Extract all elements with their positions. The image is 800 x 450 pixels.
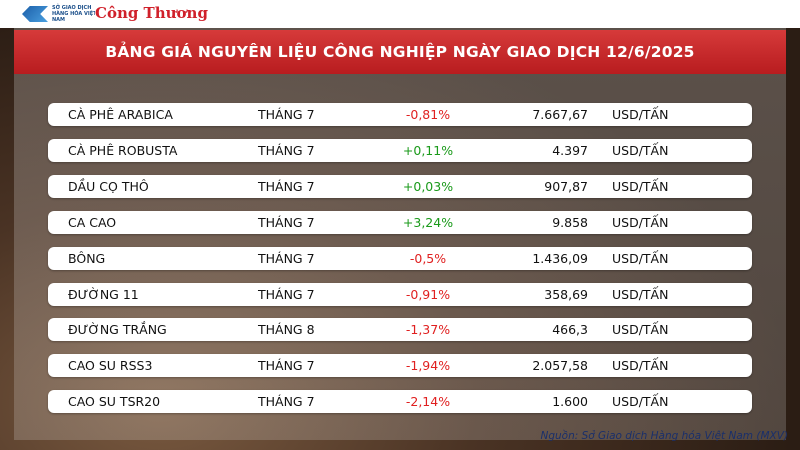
price: 7.667,67	[532, 107, 588, 122]
commodity: BÔNG	[68, 250, 106, 266]
unit: USD/TẤN	[612, 142, 669, 158]
contract-month: THÁNG 7	[258, 250, 315, 266]
price: 9.858	[552, 214, 588, 230]
table-row: CAO SU TSR20 THÁNG 7 -2,14% 1.600 USD/TẤN	[48, 390, 752, 414]
commodity: ĐƯỜNG 11	[68, 286, 139, 302]
contract-month: THÁNG 7	[258, 107, 315, 122]
table-row: CAO SU RSS3 THÁNG 7 -1,94% 2.057,58 USD/TẤN	[48, 354, 752, 378]
header-band: BẢNG GIÁ NGUYÊN LIỆU CÔNG NGHIỆP NGÀY GI…	[14, 30, 786, 74]
change: -0,5%	[409, 250, 447, 266]
newspaper-logo: Công Thương	[95, 4, 208, 22]
exchange-logo: SỞ GIAO DỊCH HÀNG HÓA VIỆT NAM	[22, 5, 108, 23]
contract-month: THÁNG 7	[258, 286, 315, 302]
contract-month: THÁNG 7	[258, 142, 315, 158]
contract-month: THÁNG 8	[258, 322, 315, 338]
exchange-name: SỞ GIAO DỊCH HÀNG HÓA VIỆT NAM	[52, 5, 97, 23]
table-row: CÀ PHÊ ROBUSTA THÁNG 7 +0,11% 4.397 USD/TẤN	[48, 138, 752, 162]
price: 4.397	[552, 142, 588, 158]
price: 466,3	[552, 322, 588, 338]
change: -0,81%	[405, 107, 451, 122]
commodity: CAO SU RSS3	[68, 358, 153, 374]
unit: USD/TẤN	[612, 214, 669, 230]
table-row: ĐƯỜNG 11 THÁNG 7 -0,91% 358,69 USD/TẤN	[48, 282, 752, 306]
price: 358,69	[544, 286, 588, 302]
unit: USD/TẤN	[612, 107, 669, 122]
panel	[14, 28, 786, 440]
unit: USD/TẤN	[612, 250, 669, 266]
change: +3,24%	[402, 214, 454, 230]
change: +0,03%	[402, 178, 454, 194]
change: +0,11%	[402, 142, 454, 158]
unit: USD/TẤN	[612, 358, 669, 374]
change: -0,91%	[405, 286, 451, 302]
price: 1.436,09	[532, 250, 588, 266]
contract-month: THÁNG 7	[258, 214, 315, 230]
table-row: BÔNG THÁNG 7 -0,5% 1.436,09 USD/TẤN	[48, 246, 752, 270]
contract-month: THÁNG 7	[258, 358, 315, 374]
commodity: CAO SU TSR20	[68, 394, 161, 410]
commodity: ĐƯỜNG TRẮNG	[68, 322, 167, 338]
source-note: Nguồn: Sở Giao dịch Hàng hóa Việt Nam (M…	[540, 430, 789, 442]
title: BẢNG GIÁ NGUYÊN LIỆU CÔNG NGHIỆP NGÀY GI…	[105, 43, 695, 61]
table-row: CA CAO THÁNG 7 +3,24% 9.858 USD/TẤN	[48, 210, 752, 234]
table-row: CÀ PHÊ ARABICA THÁNG 7 -0,81% 7.667,67 USD/T…	[48, 103, 752, 126]
commodity: CÀ PHÊ ARABICA	[68, 107, 173, 122]
change: -2,14%	[405, 394, 451, 410]
commodity: CA CAO	[68, 214, 117, 230]
price: 907,87	[544, 178, 588, 194]
logo-mark	[22, 6, 48, 22]
price: 1.600	[552, 394, 588, 410]
unit: USD/TẤN	[612, 394, 669, 410]
contract-month: THÁNG 7	[258, 394, 315, 410]
change: -1,94%	[405, 358, 451, 374]
price: 2.057,58	[532, 358, 588, 374]
commodity: CÀ PHÊ ROBUSTA	[68, 142, 178, 158]
contract-month: THÁNG 7	[258, 178, 315, 194]
table-row: DẦU CỌ THÔ THÁNG 7 +0,03% 907,87 USD/TẤN	[48, 174, 752, 198]
top-bar: SỞ GIAO DỊCH HÀNG HÓA VIỆT NAM Công Thươ…	[0, 0, 800, 28]
commodity: DẦU CỌ THÔ	[68, 178, 149, 194]
change: -1,37%	[405, 322, 451, 338]
unit: USD/TẤN	[612, 286, 669, 302]
unit: USD/TẤN	[612, 178, 669, 194]
table-row: ĐƯỜNG TRẮNG THÁNG 8 -1,37% 466,3 USD/TẤN	[48, 318, 752, 342]
unit: USD/TẤN	[612, 322, 669, 338]
